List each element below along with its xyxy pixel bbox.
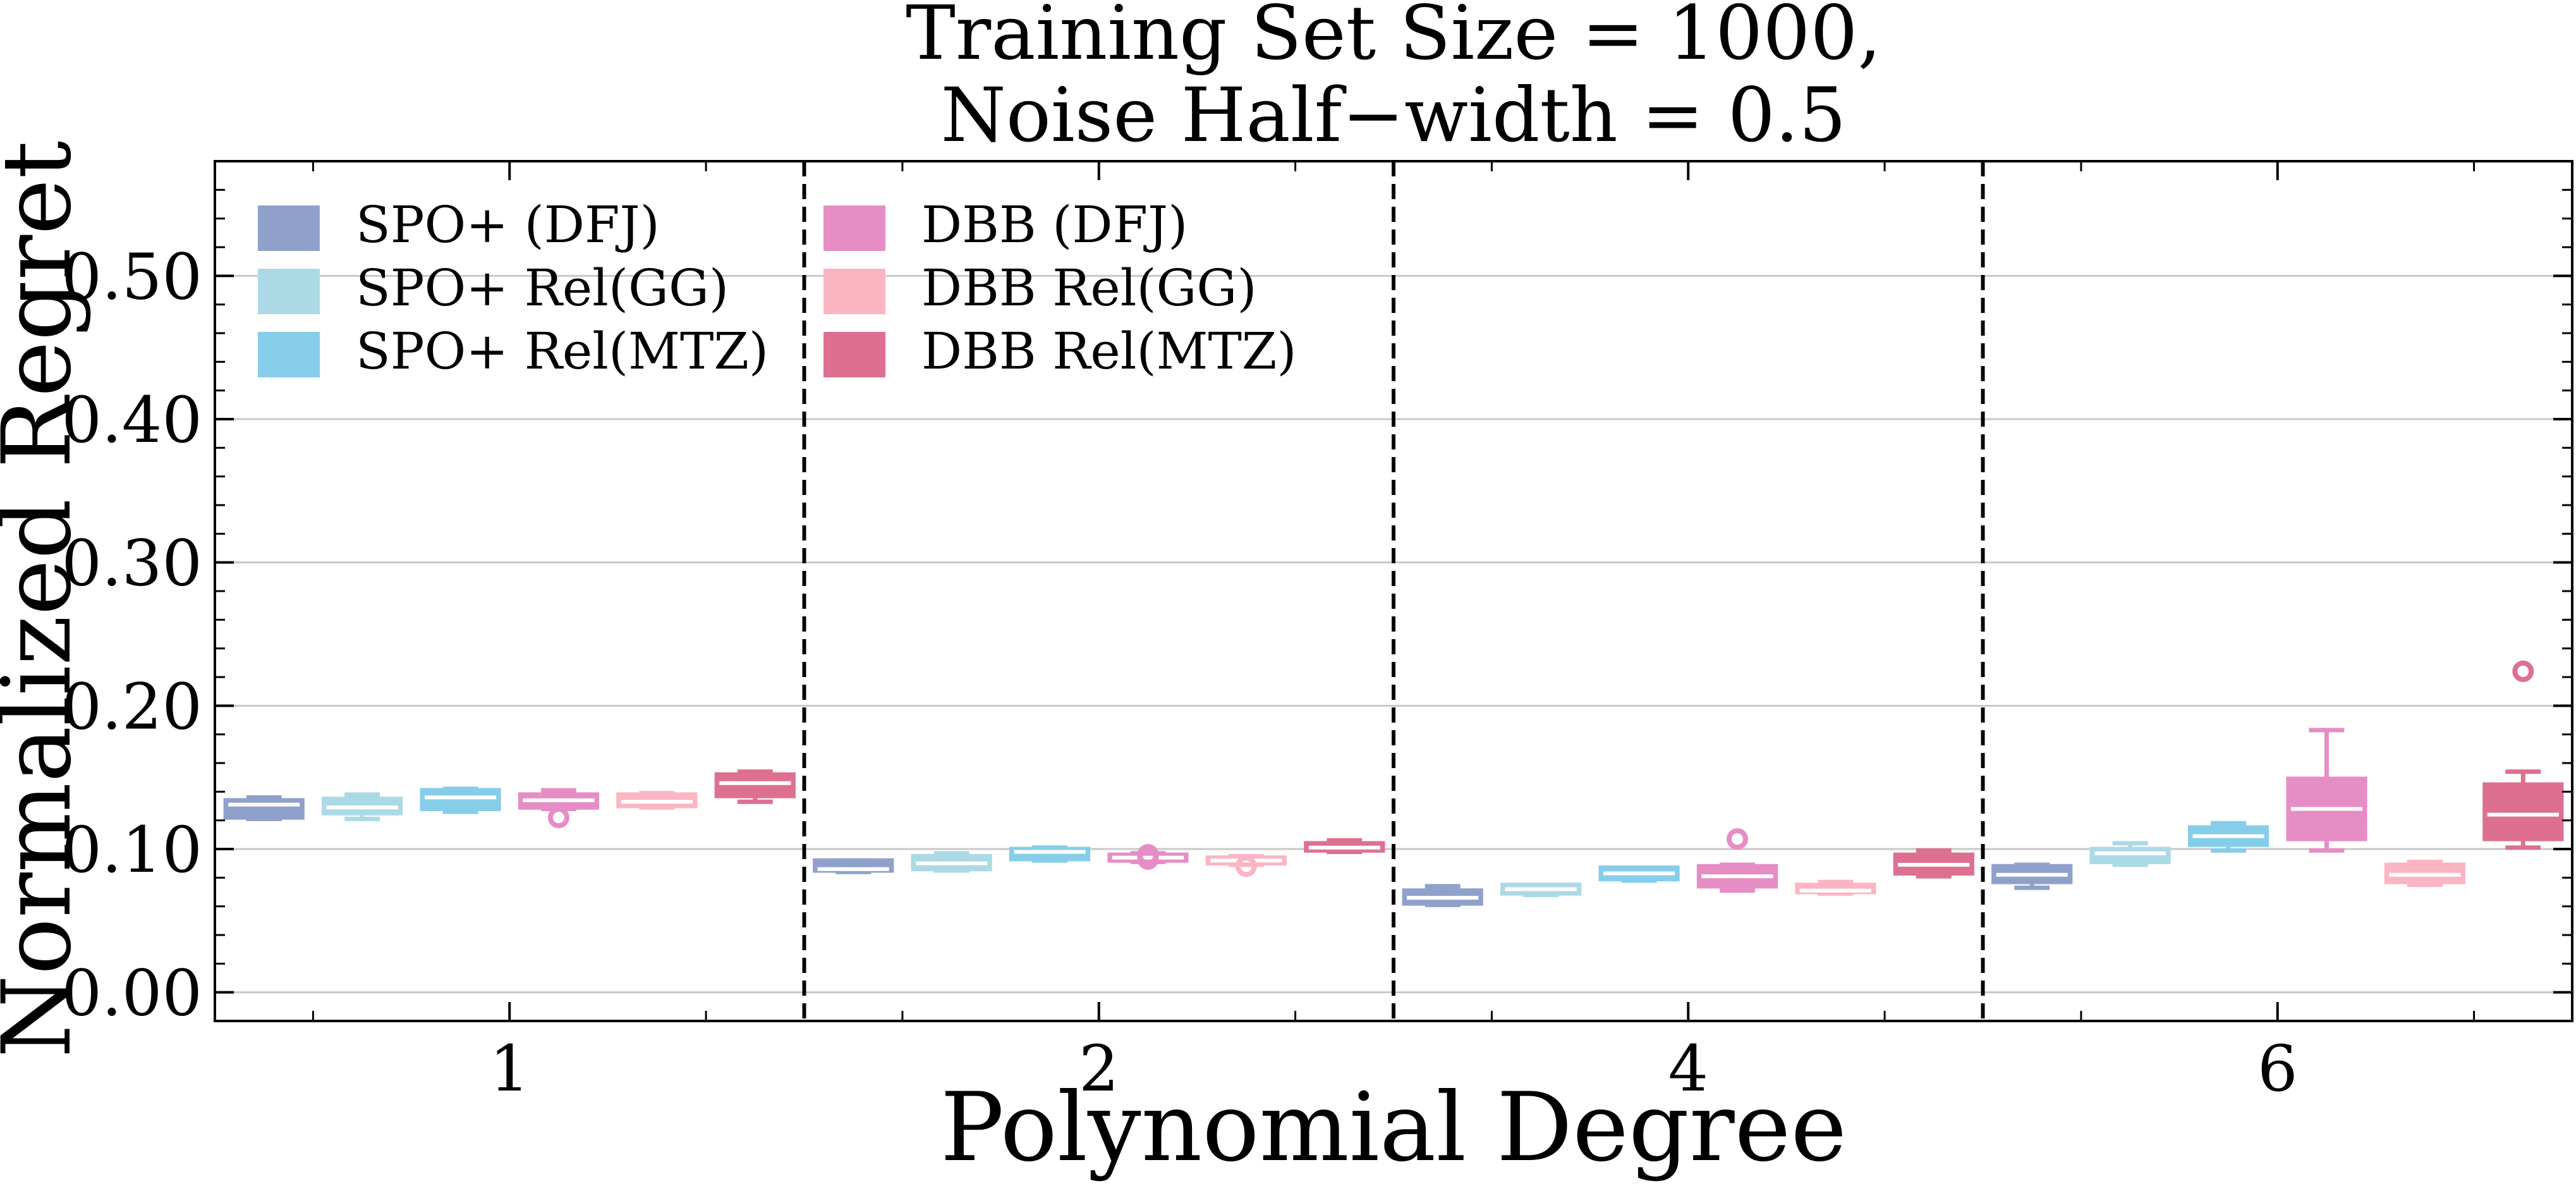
box-mark xyxy=(1598,865,1680,883)
legend-swatch xyxy=(258,332,320,377)
box-mark xyxy=(2384,859,2465,888)
box-mark xyxy=(1893,848,1974,879)
outlier-point xyxy=(1726,828,1748,850)
box-mark xyxy=(1795,879,1876,896)
chart-title-line-1: Training Set Size = 1000, xyxy=(906,0,1881,76)
box-mark xyxy=(1304,838,1385,855)
series-2 xyxy=(420,786,2269,883)
series-0 xyxy=(223,795,2073,907)
y-tick-label: 0.20 xyxy=(61,669,202,743)
box-mark xyxy=(1402,884,1483,907)
x-tick-label: 6 xyxy=(2257,1032,2298,1106)
x-tick-label: 4 xyxy=(1668,1032,1708,1106)
box-mark xyxy=(223,795,305,821)
legend-label: DBB Rel(MTZ) xyxy=(921,322,1297,381)
legend-swatch xyxy=(823,205,885,251)
series-1 xyxy=(322,792,2171,898)
legend-label: DBB Rel(GG) xyxy=(921,259,1257,317)
category-separators xyxy=(802,161,1985,1021)
series-5 xyxy=(714,660,2564,879)
x-tick-label: 1 xyxy=(489,1032,530,1106)
legend-label: DBB (DFJ) xyxy=(921,195,1188,254)
box-series xyxy=(223,660,2564,907)
x-tick-label: 2 xyxy=(1079,1032,1119,1106)
box-mark xyxy=(911,851,992,873)
box-body xyxy=(2089,847,2171,864)
box-mark xyxy=(1205,853,1287,877)
y-tick-label: 0.40 xyxy=(61,383,202,457)
series-3 xyxy=(518,728,2367,893)
box-body xyxy=(714,772,796,798)
box-mark xyxy=(518,788,600,829)
x-axis-label: Polynomial Degree xyxy=(940,1073,1847,1183)
box-mark xyxy=(322,792,403,821)
box-mark xyxy=(1991,862,2073,890)
y-tick-label: 0.10 xyxy=(61,813,202,887)
outlier-point xyxy=(2512,660,2534,682)
legend: SPO+ (DFJ)SPO+ Rel(GG)SPO+ Rel(MTZ) DBB (… xyxy=(258,195,1297,381)
box-mark xyxy=(2187,821,2269,853)
outlier-point xyxy=(1137,844,1159,866)
y-axis-label: Normalized Regret xyxy=(0,141,92,1058)
axes: 0.00 0.10 0.20 0.30 0.40 0.50 1 2 4 6 xyxy=(61,160,2573,1106)
box-mark xyxy=(420,786,501,814)
box-mark xyxy=(813,858,894,874)
legend-label: SPO+ (DFJ) xyxy=(356,195,660,254)
y-tick-label: 0.50 xyxy=(61,240,202,314)
legend-label: SPO+ Rel(MTZ) xyxy=(356,322,769,381)
outlier-point xyxy=(547,807,569,829)
legend-swatch xyxy=(258,269,320,314)
box-mark xyxy=(1696,828,1778,893)
y-tick-label: 0.00 xyxy=(61,957,202,1030)
box-body xyxy=(2482,782,2564,841)
box-mark xyxy=(2482,660,2564,850)
box-mark xyxy=(2286,728,2367,853)
box-mark xyxy=(1107,844,1189,870)
series-4 xyxy=(616,791,2465,896)
box-mark xyxy=(1009,845,1091,863)
legend-swatch xyxy=(258,205,320,251)
box-mark xyxy=(2089,841,2171,867)
legend-swatch xyxy=(823,269,885,314)
legend-swatch xyxy=(823,332,885,377)
legend-label: SPO+ Rel(GG) xyxy=(356,259,729,317)
box-body xyxy=(420,788,501,812)
box-mark xyxy=(714,769,796,804)
chart-title-line-2: Noise Half−width = 0.5 xyxy=(941,71,1847,159)
y-tick-label: 0.30 xyxy=(61,527,202,601)
outlier-point xyxy=(1235,855,1257,877)
box-mark xyxy=(616,791,698,810)
box-mark xyxy=(1500,883,1582,898)
